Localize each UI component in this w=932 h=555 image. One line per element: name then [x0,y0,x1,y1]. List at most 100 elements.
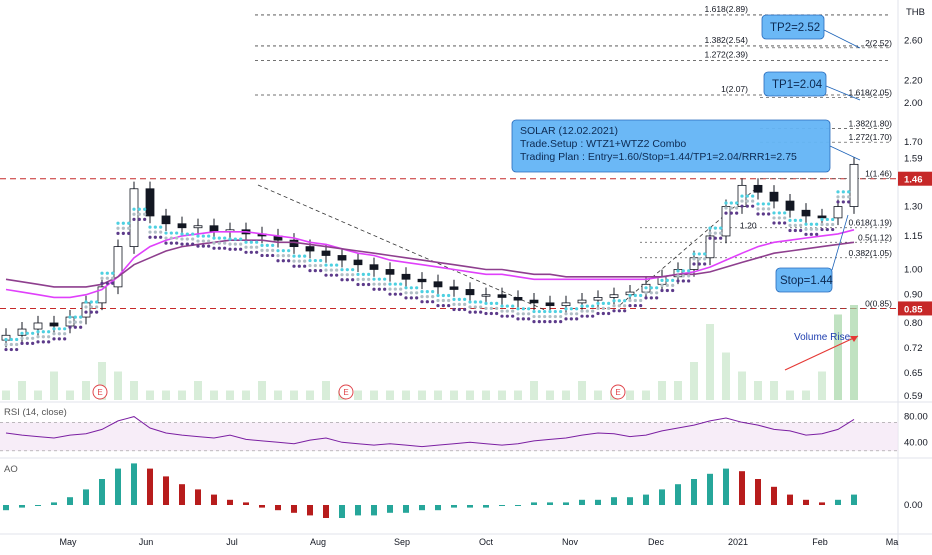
band-dot [681,269,685,273]
volume-bar [658,381,666,400]
band-dot [601,301,605,305]
rsi-tick-80: 80.00 [904,412,928,423]
band-dot [676,279,680,283]
price-axis[interactable]: 2.60 2.20 2.00 1.70 1.59 1.30 1.15 1.00 0.90 0.80… [904,7,925,402]
band-dot [639,293,643,298]
band-dot [793,218,797,222]
band-dot [617,309,621,313]
band-dot [191,242,195,246]
band-dot [601,306,605,310]
ao-bar [323,505,329,518]
band-dot [345,273,349,277]
time-axis-label: Jul [226,537,238,547]
band-dot [4,342,8,347]
band-dot [607,311,611,316]
band-dot [596,311,600,316]
candle-body [609,294,619,298]
band-dot [367,277,371,281]
band-dot [47,330,51,334]
tp1-callout[interactable] [763,71,827,97]
ao-bar [595,499,601,505]
band-dot [271,248,275,252]
band-dot [265,243,269,247]
band-dot [479,305,483,309]
band-dot [100,276,104,280]
band-dot [756,212,760,216]
band-dot [543,320,547,324]
band-dot [420,295,424,299]
volume-bar [354,390,362,400]
band-dot [329,273,333,277]
band-dot [95,310,99,314]
price-tick-label: 0.80 [904,318,923,329]
ao-bar [67,497,73,505]
volume-bar [226,390,234,400]
band-dot [132,217,136,221]
band-dot [25,341,29,345]
band-dot [575,307,579,311]
ao-bar [243,502,249,505]
band-dot [73,315,77,319]
earnings-marker-icon[interactable] [92,384,108,400]
band-dot [52,332,56,336]
band-dot [649,296,653,300]
candle-body [353,259,363,266]
price-tick-label: 0.90 [904,290,923,301]
band-dot [425,300,429,304]
earnings-marker-icon[interactable] [338,384,354,400]
band-dot [100,271,104,275]
candle-body [529,299,539,304]
band-dot [207,244,211,248]
band-dot [265,248,269,252]
band-dot [612,309,616,313]
band-dot [809,232,813,236]
band-dot [591,309,595,313]
ao-bar [211,494,217,505]
rsi-band [0,422,898,451]
band-dot [761,212,765,216]
ao-bar [275,505,281,511]
band-dot [185,237,189,241]
trade-plan-pointer [829,145,861,161]
band-dot [329,263,333,267]
band-dot [415,296,419,300]
ao-bar [691,479,697,505]
band-dot [505,314,509,318]
ao-bar [355,505,361,516]
band-dot [9,342,13,347]
band-dot [84,310,88,314]
band-dot [36,335,40,339]
band-dot [500,304,504,308]
band-dot [751,194,755,198]
band-dot [463,297,467,301]
ao-bar [835,499,841,505]
band-dot [463,307,467,312]
earnings-marker-icon[interactable] [610,384,626,400]
stop-callout[interactable] [775,267,833,293]
fib-extension-label: 1.382(2.54) [705,35,749,45]
volume-bar [194,381,202,400]
band-dot [580,304,584,308]
band-dot [9,347,13,352]
band-dot [319,258,323,263]
band-dot [223,241,227,245]
band-dot [372,287,376,291]
band-dot [489,301,493,305]
candle-body [577,299,587,304]
band-dot [79,315,83,319]
band-dot [649,291,653,295]
band-dot [847,200,851,204]
stop-callout-pointer [831,214,849,271]
ao-bar [3,505,9,511]
time-axis-label: Oct [479,537,494,547]
band-dot [767,202,771,206]
band-dot [740,194,744,198]
tp2-callout[interactable] [761,14,825,40]
volume-bar [498,390,506,400]
volume-bar [242,390,250,400]
band-dot [516,307,520,311]
band-dot [319,263,323,268]
band-dot [793,228,797,233]
band-dot [676,274,680,278]
